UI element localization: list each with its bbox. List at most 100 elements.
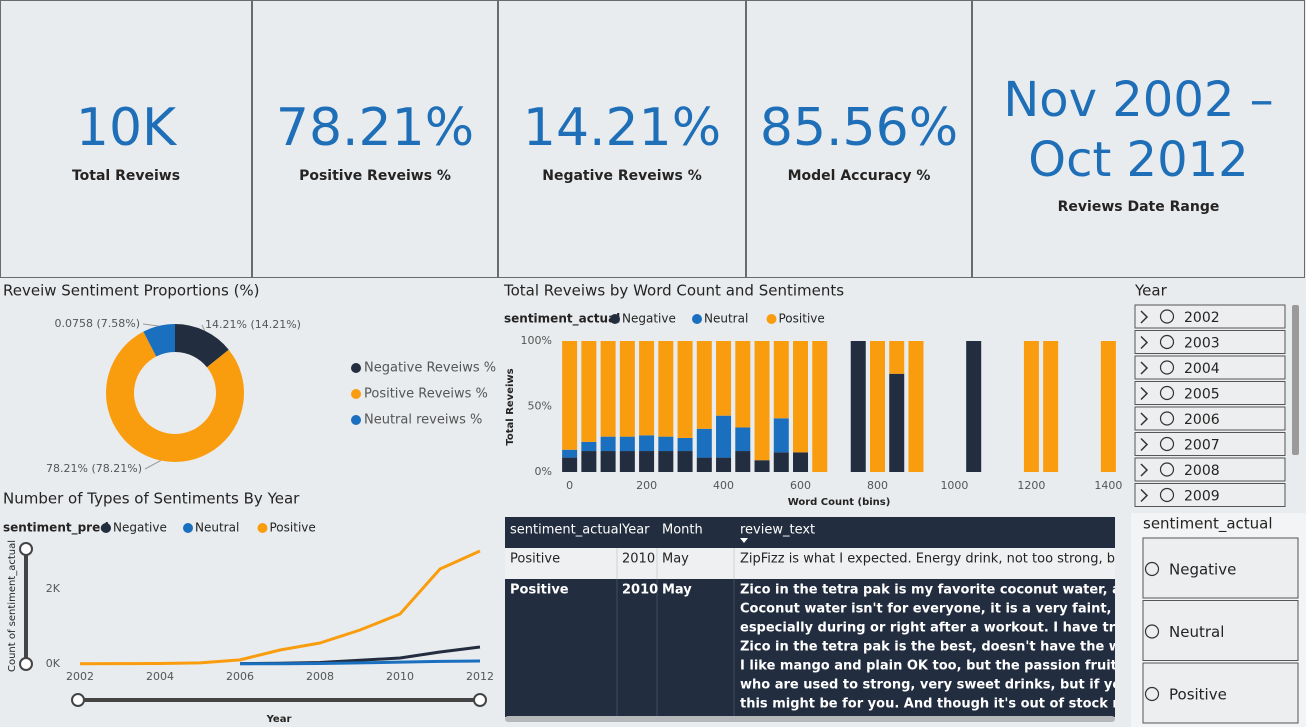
legend-label: Positive xyxy=(270,521,316,535)
slicer-item[interactable] xyxy=(1142,662,1299,724)
bar-segment xyxy=(581,441,597,452)
table-cell: who are used to strong, very sweet drink… xyxy=(740,678,1208,693)
table-cell: especially during or right after a worko… xyxy=(740,621,1215,636)
slicer-item[interactable] xyxy=(1134,304,1286,329)
bar-segment xyxy=(966,341,982,472)
expand-chevron xyxy=(1140,310,1149,324)
bar-segment xyxy=(793,341,809,453)
y-tick-label: 0K xyxy=(46,657,61,670)
bar-segment xyxy=(1100,341,1116,472)
slicer-item[interactable] xyxy=(1134,432,1286,456)
column-header: Year xyxy=(621,523,650,538)
x-tick-label: 2010 xyxy=(386,670,414,683)
slicer-item[interactable] xyxy=(1134,406,1286,431)
bar-segment xyxy=(658,451,674,472)
table-cell: I like mango and plain OK too, but the p… xyxy=(740,659,1204,674)
bar-segment xyxy=(850,341,866,472)
kpi-card xyxy=(746,0,972,278)
kpi-label: Negative Reveiws % xyxy=(542,168,702,184)
bar-segment xyxy=(658,341,674,437)
table-cell: ZipFizz is what I expected. Energy drink… xyxy=(740,552,1149,567)
kpi-value: Oct 2012 xyxy=(1028,132,1248,188)
year-slicer-title: Year xyxy=(1134,282,1168,300)
legend-title: sentiment_actual xyxy=(504,312,620,327)
expand-chevron xyxy=(1140,488,1149,503)
radio xyxy=(1159,436,1175,452)
bar-segment xyxy=(696,341,712,429)
legend-label: Neutral xyxy=(704,312,748,326)
table-cell: May xyxy=(662,552,689,567)
slicer-label: 2003 xyxy=(1184,336,1220,352)
slicer-item[interactable] xyxy=(1134,330,1286,354)
sort-arrow xyxy=(740,538,748,543)
legend-label: Negative xyxy=(113,521,167,535)
slider-handle[interactable] xyxy=(19,542,33,556)
bar-segment xyxy=(658,436,674,452)
table-cell: 2010 xyxy=(622,552,655,567)
bar-segment xyxy=(716,415,732,458)
scrollbar xyxy=(1292,305,1299,455)
table-cell: Zico in the tetra pak is the best, doesn… xyxy=(740,640,1213,655)
slicer-item[interactable] xyxy=(1134,381,1286,405)
x-tick-label: 2002 xyxy=(66,670,94,683)
legend-dot xyxy=(692,314,702,324)
bar-segment xyxy=(869,341,885,472)
x-tick-label: 1000 xyxy=(940,479,968,492)
slicer-label: Neutral xyxy=(1169,623,1224,641)
slicer-item[interactable] xyxy=(1134,457,1286,482)
table-row xyxy=(505,548,1115,579)
legend-dot xyxy=(351,363,361,373)
legend-title: sentiment_pred xyxy=(3,521,109,536)
x-tick-label: 2012 xyxy=(466,670,494,683)
donut-slice xyxy=(143,324,175,357)
bar-segment xyxy=(677,437,693,452)
bar-segment xyxy=(889,373,905,472)
table-row xyxy=(505,579,1115,717)
slicer-label: 2005 xyxy=(1184,387,1220,403)
slice-label: 0.0758 (7.58%) xyxy=(54,317,140,330)
slicer-item[interactable] xyxy=(1134,355,1286,380)
slicer-label: 2007 xyxy=(1184,438,1220,454)
bar-segment xyxy=(754,341,770,461)
legend-dot xyxy=(610,314,620,324)
x-axis-title: Year xyxy=(266,714,292,725)
bar-segment xyxy=(600,436,616,452)
bar-segment xyxy=(600,451,616,472)
kpi-label: Positive Reveiws % xyxy=(299,168,451,184)
slicer-item[interactable] xyxy=(1142,537,1299,599)
y-axis-title: Total Reveiws xyxy=(505,368,516,445)
kpi-label: Model Accuracy % xyxy=(788,168,931,184)
slicer-item[interactable] xyxy=(1142,600,1299,661)
slider-handle[interactable] xyxy=(19,657,33,671)
slider-handle[interactable] xyxy=(71,693,85,707)
expand-chevron xyxy=(1140,437,1149,452)
line-title: Number of Types of Sentiments By Year xyxy=(3,490,300,508)
bar-segment xyxy=(562,457,578,472)
bar-segment xyxy=(1043,341,1059,472)
bar-segment xyxy=(696,457,712,472)
kpi-card xyxy=(498,0,746,278)
leader-line xyxy=(201,324,206,331)
x-tick-label: 2008 xyxy=(306,670,334,683)
slider-handle[interactable] xyxy=(473,693,487,707)
bar-segment xyxy=(735,341,751,428)
x-tick-label: 1200 xyxy=(1017,479,1045,492)
slicer-item[interactable] xyxy=(1134,483,1286,507)
legend-label: Negative xyxy=(622,312,676,326)
expand-chevron xyxy=(1140,335,1149,350)
bar-segment xyxy=(793,452,809,472)
kpi-label: Reviews Date Range xyxy=(1058,199,1220,215)
radio xyxy=(1159,309,1175,324)
donut-title: Reveiw Sentiment Proportions (%) xyxy=(3,282,260,300)
table-cell: Positive xyxy=(510,583,569,598)
kpi-value: 85.56% xyxy=(760,98,958,158)
radio xyxy=(1159,334,1175,350)
radio xyxy=(1144,624,1160,639)
bar-segment xyxy=(908,341,924,472)
legend-dot xyxy=(183,523,193,533)
y-tick-label: 100% xyxy=(521,334,552,347)
legend-dot xyxy=(257,523,268,533)
radio xyxy=(1159,487,1175,503)
table-header xyxy=(505,517,1115,548)
bar-segment xyxy=(639,341,655,436)
